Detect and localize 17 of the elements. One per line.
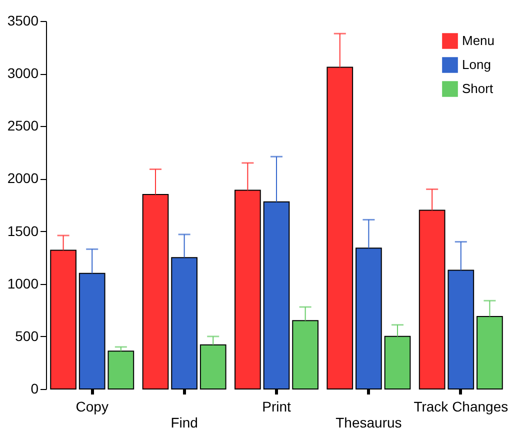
y-tick-label: 1500 (7, 222, 39, 239)
y-tick-label: 1000 (7, 275, 39, 292)
y-tick-label: 2000 (7, 170, 39, 186)
y-tick-label: 3500 (7, 12, 39, 28)
x-tick-label: Copy (76, 398, 108, 414)
x-tick-label: Print (262, 398, 291, 414)
legend-label: Menu (462, 33, 495, 48)
legend-label: Short (462, 81, 494, 96)
legend-label: Long (462, 57, 491, 72)
x-tick-label: Thesaurus (336, 414, 402, 430)
y-tick-label: 3000 (7, 65, 39, 82)
x-tick-label: Find (170, 414, 198, 430)
y-tick-label: 500 (15, 328, 39, 344)
bar (108, 350, 134, 390)
x-tick-label: Track Changes (414, 398, 508, 414)
y-tick-label: 2500 (7, 118, 39, 134)
y-tick-label: 0 (30, 380, 39, 396)
